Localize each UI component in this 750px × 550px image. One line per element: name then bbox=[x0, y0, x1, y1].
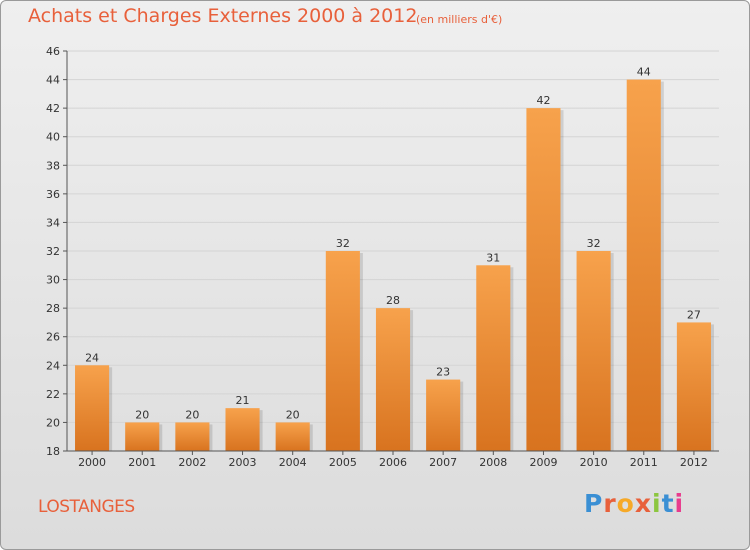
x-tick-label-2001: 2001 bbox=[128, 456, 156, 469]
data-label-2010: 32 bbox=[587, 237, 601, 250]
data-label-2002: 20 bbox=[185, 408, 199, 421]
data-label-2005: 32 bbox=[336, 237, 350, 250]
x-tick-label-2011: 2011 bbox=[630, 456, 658, 469]
x-tick-label-2010: 2010 bbox=[580, 456, 608, 469]
logo-letter: r bbox=[603, 489, 617, 518]
bar-2011 bbox=[626, 79, 661, 452]
data-label-2000: 24 bbox=[85, 351, 99, 364]
y-tick-label: 20 bbox=[46, 416, 60, 429]
bar-2001 bbox=[125, 422, 160, 451]
proxiti-logo[interactable]: Proxiti bbox=[584, 489, 684, 518]
data-label-2003: 21 bbox=[236, 394, 250, 407]
y-tick-label: 32 bbox=[46, 245, 60, 258]
data-label-2009: 42 bbox=[536, 94, 550, 107]
logo-letter: i bbox=[652, 489, 662, 518]
chart-subtitle: (en milliers d'€) bbox=[416, 13, 503, 26]
data-label-2008: 31 bbox=[486, 251, 500, 264]
y-tick-label: 42 bbox=[46, 102, 60, 115]
place-name: LOSTANGES bbox=[38, 497, 135, 517]
bar-2010 bbox=[576, 251, 611, 451]
x-tick-label-2012: 2012 bbox=[680, 456, 708, 469]
bars: 24 20 20 21 20 32 28 23 31 42 32 44 27 bbox=[75, 66, 714, 452]
y-tick-label: 28 bbox=[46, 302, 60, 315]
x-tick-label-2004: 2004 bbox=[279, 456, 307, 469]
bar-2000 bbox=[75, 365, 110, 451]
bar-2009 bbox=[526, 108, 561, 452]
y-tick-label: 40 bbox=[46, 131, 60, 144]
logo-letter: P bbox=[584, 489, 604, 518]
bar-2008 bbox=[476, 265, 511, 451]
data-label-2001: 20 bbox=[135, 408, 149, 421]
y-tick-label: 26 bbox=[46, 331, 60, 344]
bar-2006 bbox=[375, 308, 411, 451]
x-tick-label-2006: 2006 bbox=[379, 456, 407, 469]
y-tick-label: 18 bbox=[46, 445, 60, 458]
x-tick-label-2000: 2000 bbox=[78, 456, 106, 469]
data-label-2006: 28 bbox=[386, 294, 400, 307]
y-tick-label: 46 bbox=[46, 45, 60, 58]
bar-2012 bbox=[676, 322, 711, 451]
x-tick-label-2005: 2005 bbox=[329, 456, 357, 469]
chart-title: Achats et Charges Externes 2000 à 2012 bbox=[28, 5, 418, 27]
y-tick-label: 36 bbox=[46, 188, 60, 201]
bar-2002 bbox=[175, 422, 210, 451]
logo-letter: x bbox=[634, 489, 652, 518]
x-tick-label-2002: 2002 bbox=[178, 456, 206, 469]
bar-2007 bbox=[426, 379, 461, 451]
data-label-2012: 27 bbox=[687, 308, 701, 321]
data-label-2011: 44 bbox=[637, 66, 651, 79]
bar-2004 bbox=[275, 422, 310, 451]
data-label-2007: 23 bbox=[436, 366, 450, 379]
logo-letter: o bbox=[616, 489, 635, 518]
x-tick-label-2003: 2003 bbox=[229, 456, 257, 469]
bar-2003 bbox=[225, 408, 260, 451]
y-tick-label: 44 bbox=[46, 74, 60, 87]
y-tick-label: 30 bbox=[46, 274, 60, 287]
logo-letter: i bbox=[674, 489, 685, 518]
y-tick-label: 22 bbox=[46, 388, 60, 401]
axes: 18 20 22 24 26 28 30 32 34 36 38 40 42 44 46 2000 2001 20… bbox=[46, 45, 719, 469]
x-tick-label-2009: 2009 bbox=[529, 456, 557, 469]
logo-letter: t bbox=[661, 489, 675, 518]
data-label-2004: 20 bbox=[286, 408, 300, 421]
y-tick-label: 34 bbox=[46, 216, 60, 229]
y-tick-label: 38 bbox=[46, 159, 60, 172]
x-tick-label-2008: 2008 bbox=[479, 456, 507, 469]
bar-2005 bbox=[325, 251, 360, 451]
y-tick-label: 24 bbox=[46, 359, 60, 372]
x-tick-label-2007: 2007 bbox=[429, 456, 457, 469]
